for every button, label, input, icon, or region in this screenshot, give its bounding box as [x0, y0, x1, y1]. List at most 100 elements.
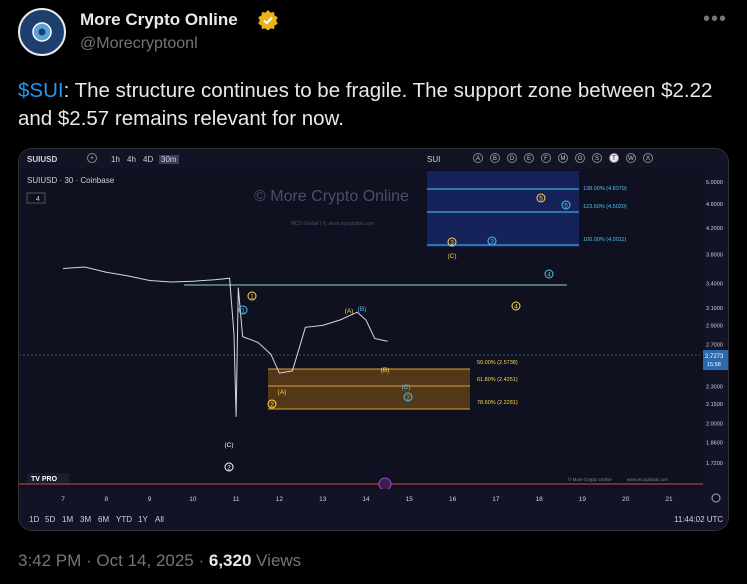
- fib-label-100: 100.00% (4.0011): [583, 237, 626, 243]
- wave-1-yellow: 1: [250, 294, 254, 301]
- wave-c-white: (C): [224, 442, 233, 449]
- wave-c-blue: (C): [401, 384, 410, 391]
- chart-image[interactable]: SUIUSD + 1h 4h 4D 30m SUI A B D E F M G …: [18, 148, 729, 531]
- more-options-icon[interactable]: •••: [702, 8, 727, 30]
- x-tick-label: 11: [233, 496, 240, 503]
- author-name[interactable]: More Crypto Online: [80, 10, 238, 29]
- wave-3-blue: 3: [490, 239, 494, 246]
- footer-site: www.mcoglobal.com: [627, 477, 668, 482]
- wave-3-yellow-marker: [447, 237, 457, 247]
- views-label: Views: [251, 551, 302, 570]
- x-tick-label: 20: [622, 496, 630, 503]
- toolbar-symbol-sui: SUI: [427, 155, 441, 164]
- letter-m: M: [558, 153, 568, 163]
- avatar-logo: [22, 12, 62, 52]
- x-tick-label: 9: [148, 496, 152, 503]
- y-tick-label: 3.8000: [706, 252, 723, 258]
- wave-4-blue: 4: [547, 272, 551, 279]
- x-tick-label: 12: [276, 496, 284, 503]
- x-tick-label: 14: [362, 496, 370, 503]
- author-handle[interactable]: @Morecryptoonl: [80, 35, 198, 52]
- wave-4-yellow-marker: [511, 301, 521, 311]
- wave-3-blue-marker: [487, 236, 497, 246]
- y-tick-label: 2.1500: [706, 402, 723, 408]
- y-tick-label: 4.2000: [706, 226, 723, 232]
- time-axis-settings-icon: [711, 493, 721, 503]
- add-symbol-icon: +: [87, 153, 97, 163]
- range-6m: 6M: [98, 515, 110, 524]
- range-all: All: [155, 515, 164, 524]
- wave-2-yellow: 2: [270, 402, 274, 409]
- x-tick-label: 15: [406, 496, 414, 503]
- price-axis: [703, 169, 728, 489]
- fib-label-50: 50.00% (2.5738): [477, 360, 518, 366]
- y-tick-label: 3.1000: [706, 306, 723, 312]
- tf-1h: 1h: [111, 155, 120, 164]
- y-tick-label: 2.9000: [706, 323, 723, 329]
- y-tick-label: 2.7000: [706, 342, 723, 348]
- watermark-sub: MCO Global | X: www.mcoglobal.com: [291, 221, 374, 227]
- letter-e: E: [524, 153, 534, 163]
- wave-a-yellow: (A): [345, 308, 354, 315]
- x-tick-label: 19: [579, 496, 587, 503]
- utc-clock: 11:44:02 UTC: [674, 515, 724, 524]
- range-1y: 1Y: [138, 515, 148, 524]
- wave-3-yellow: 3: [450, 240, 454, 247]
- x-tick-label: 21: [665, 496, 673, 503]
- views-count[interactable]: 6,320: [208, 551, 252, 570]
- y-tick-label: 1.7200: [706, 461, 723, 467]
- wave-a-yellow-2: (A): [278, 389, 287, 396]
- y-tick-label: 3.4000: [706, 282, 723, 288]
- letter-b: B: [490, 153, 500, 163]
- wave-c-yellow: (C): [447, 253, 456, 260]
- fib-label-1236: 123.60% (4.5020): [583, 204, 627, 210]
- wave-5-yellow-marker: [536, 193, 546, 203]
- post-text: $SUI: The structure continues to be frag…: [18, 77, 718, 133]
- verified-badge-icon: [258, 10, 278, 30]
- wave-5-blue-marker: [561, 200, 571, 210]
- last-price: 2.7273: [705, 354, 724, 360]
- wave-1-blue: 1: [241, 308, 245, 315]
- y-tick-label: 5.0000: [706, 180, 723, 186]
- support-zone: [268, 369, 470, 409]
- letter-x: X: [643, 153, 653, 163]
- wave-b-blue: (B): [358, 306, 367, 313]
- letter-a: A: [473, 153, 483, 163]
- wave-5-yellow: 5: [539, 196, 543, 203]
- fib-label-138: 138.00% (4.8379): [583, 186, 627, 192]
- range-5d: 5D: [45, 515, 56, 524]
- wave-1-yellow-marker: [247, 291, 257, 301]
- tf-4d: 4D: [143, 155, 154, 164]
- letter-d: D: [507, 153, 517, 163]
- range-1m: 1M: [62, 515, 74, 524]
- toolbar-symbol: SUIUSD: [27, 155, 58, 164]
- range-bar: 1D 5D 1M 3M 6M YTD 1Y All 11:44:02 UTC: [19, 508, 728, 530]
- post-time[interactable]: 3:42 PM · Oct 14, 2025 ·: [18, 551, 209, 570]
- tf-4h: 4h: [127, 155, 136, 164]
- cashtag-link[interactable]: $SUI: [18, 79, 64, 102]
- letter-g: G: [575, 153, 585, 163]
- x-tick-label: 17: [492, 496, 500, 503]
- y-tick-label: 2.3000: [706, 384, 723, 390]
- post-text-body: : The structure continues to be fragile.…: [18, 79, 713, 130]
- wave-b-yellow: (B): [381, 367, 390, 374]
- wave-1-blue-marker: [238, 305, 248, 315]
- range-3m: 3M: [80, 515, 92, 524]
- letter-s: S: [592, 153, 602, 163]
- x-tick-label: 13: [319, 496, 327, 503]
- wave-2-yellow-marker: [267, 399, 277, 409]
- wave-5-blue: 5: [564, 203, 568, 210]
- wave-2-blue: 2: [406, 395, 410, 402]
- y-tick-label: 2.0000: [706, 421, 723, 427]
- x-tick-label: 10: [189, 496, 197, 503]
- x-tick-label: 16: [449, 496, 457, 503]
- y-tick-label: 4.6000: [706, 202, 723, 208]
- letter-w: W: [626, 153, 636, 163]
- range-1d: 1D: [29, 515, 40, 524]
- countdown: 15:58: [707, 362, 721, 368]
- last-price-box: [703, 350, 728, 370]
- avatar[interactable]: [18, 8, 66, 56]
- chart-canvas: 138.00% (4.8379) 123.60% (4.5020) 100.00…: [19, 169, 728, 508]
- chart-legend: SUIUSD · 30 · Coinbase: [27, 176, 115, 185]
- plot-background: [19, 169, 728, 508]
